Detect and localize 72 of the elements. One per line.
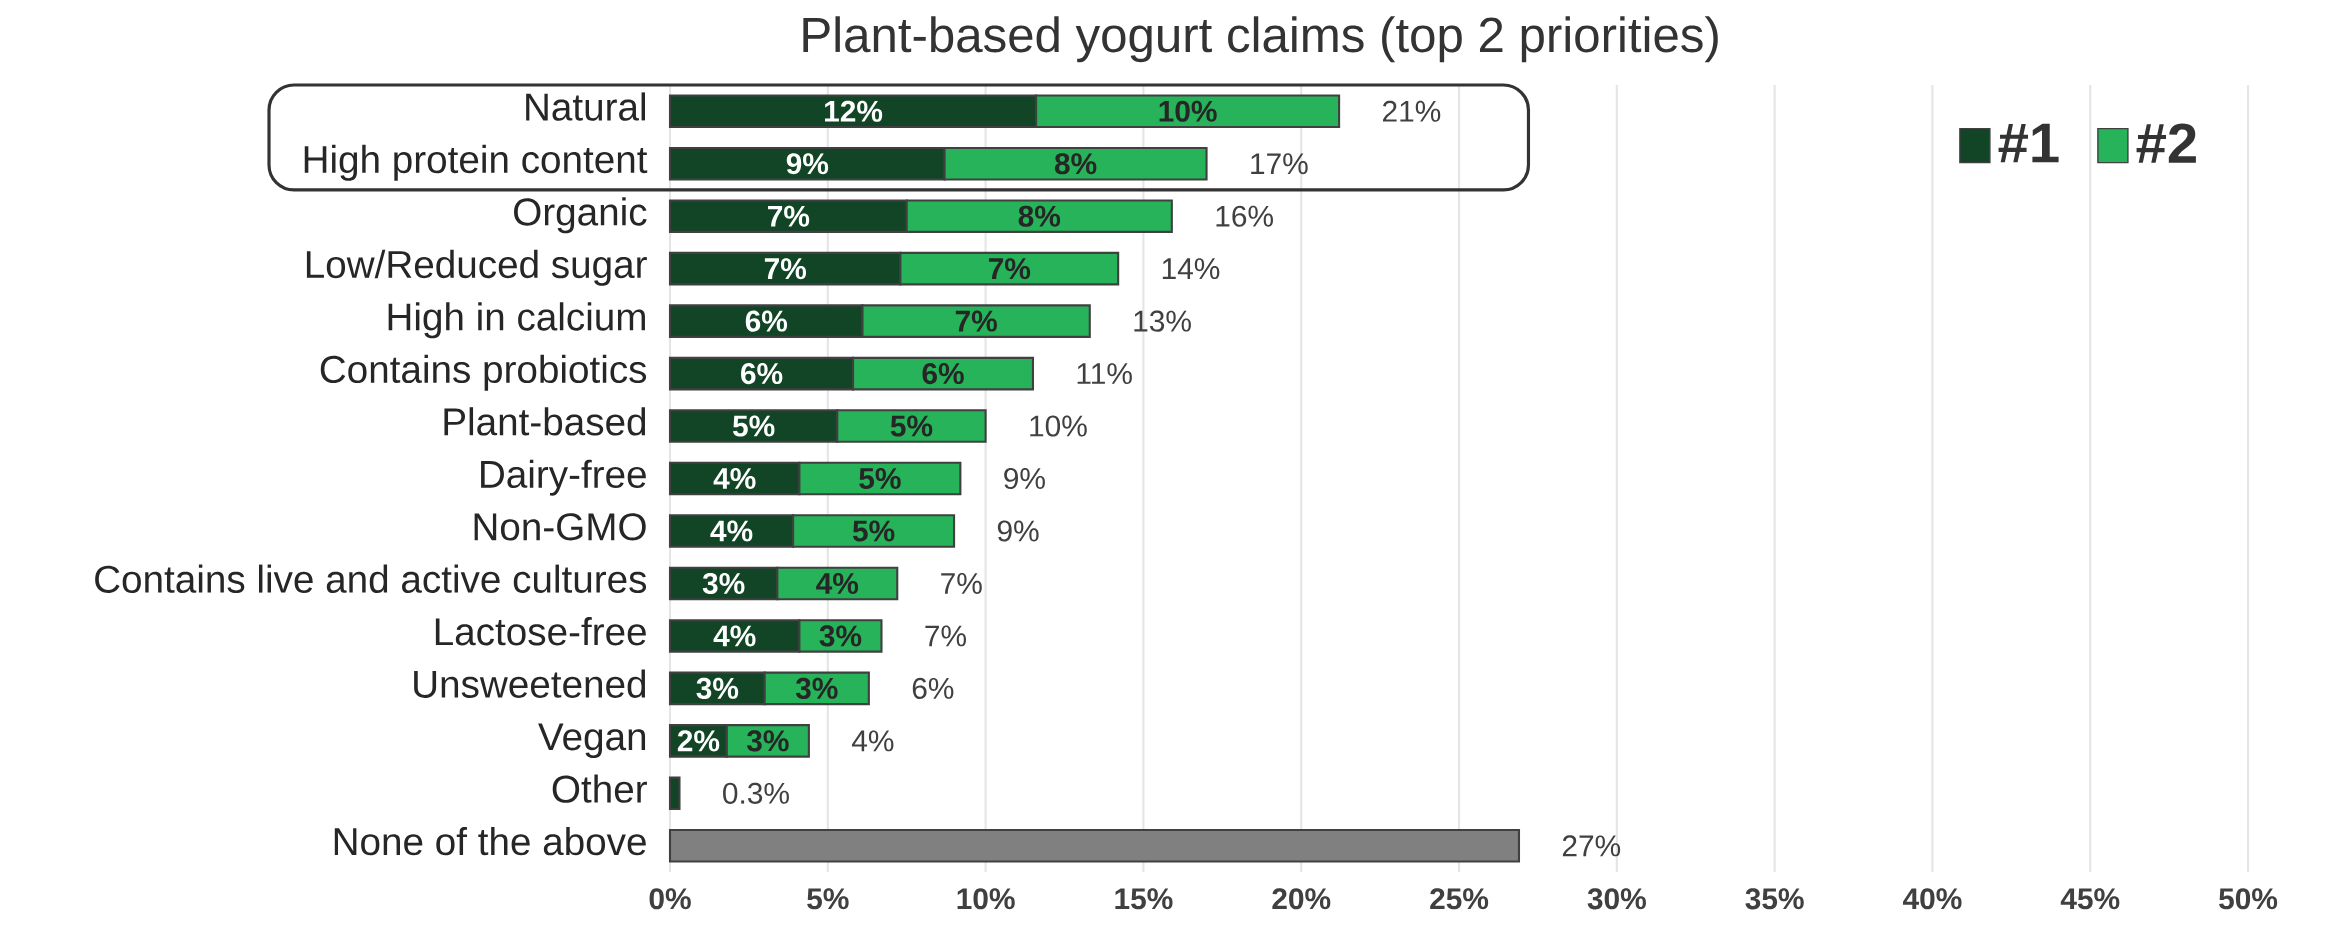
data-label: 3% bbox=[702, 572, 745, 595]
y-tick-label: High protein content bbox=[304, 144, 648, 181]
data-label: 6% bbox=[922, 363, 964, 385]
total-label: 9% bbox=[1004, 467, 1045, 490]
data-label: 7% bbox=[764, 258, 807, 280]
total-label: 0.3% bbox=[723, 782, 789, 804]
data-label: 5% bbox=[859, 467, 901, 490]
total-label: 27% bbox=[1562, 835, 1621, 857]
data-label: 3% bbox=[819, 625, 862, 647]
y-tick-label: Contains live and active cultures bbox=[95, 564, 647, 593]
data-label: 4% bbox=[713, 468, 756, 490]
total-label: 17% bbox=[1251, 153, 1308, 175]
total-label: 7% bbox=[925, 625, 967, 647]
x-tick-label: 45% bbox=[2060, 888, 2120, 910]
total-label: 11% bbox=[1077, 363, 1132, 385]
x-tick-label: 20% bbox=[1272, 888, 1331, 910]
y-tick-label: Organic bbox=[514, 197, 647, 234]
total-label: 10% bbox=[1030, 415, 1087, 437]
total-label: 14% bbox=[1162, 258, 1220, 280]
data-label: 8% bbox=[1054, 153, 1097, 175]
data-label: 10% bbox=[1159, 100, 1217, 122]
x-tick-label: 25% bbox=[1430, 888, 1489, 910]
total-label: 9% bbox=[997, 520, 1039, 542]
y-tick-label: Vegan bbox=[538, 723, 646, 758]
total-label: 13% bbox=[1134, 310, 1191, 332]
y-tick-label: Dairy-free bbox=[481, 459, 646, 496]
data-label: 7% bbox=[768, 205, 810, 227]
x-tick-label: 35% bbox=[1745, 888, 1804, 910]
bar bbox=[668, 828, 1521, 863]
data-label: 4% bbox=[710, 520, 753, 542]
data-label: 4% bbox=[816, 572, 859, 594]
total-label: 21% bbox=[1383, 100, 1441, 122]
y-tick-label: Plant-based bbox=[444, 407, 646, 436]
data-label: 5% bbox=[852, 520, 895, 542]
legend-label: #1 bbox=[1998, 123, 2059, 163]
data-label: 6% bbox=[745, 310, 788, 332]
x-tick-label: 5% bbox=[807, 888, 849, 910]
y-tick-label: None of the above bbox=[334, 826, 646, 856]
x-tick-label: 30% bbox=[1587, 888, 1646, 910]
x-tick-label: 0% bbox=[649, 888, 691, 910]
total-label: 16% bbox=[1216, 205, 1273, 227]
total-label: 7% bbox=[941, 573, 982, 594]
data-label: 3% bbox=[696, 677, 739, 699]
y-tick-label: High in calcium bbox=[388, 302, 645, 339]
data-label: 4% bbox=[713, 625, 756, 647]
data-label: 9% bbox=[786, 153, 829, 175]
data-label: 5% bbox=[890, 415, 933, 437]
y-tick-label: Natural bbox=[526, 92, 645, 121]
total-label: 4% bbox=[851, 730, 894, 752]
total-label: 6% bbox=[912, 677, 954, 699]
data-label: 6% bbox=[741, 363, 783, 385]
data-label: 3% bbox=[795, 677, 838, 699]
x-tick-label: 15% bbox=[1115, 888, 1173, 910]
data-label: 2% bbox=[677, 730, 720, 752]
data-label: 8% bbox=[1018, 205, 1061, 227]
y-tick-label: Lactose-free bbox=[435, 617, 646, 646]
y-tick-label: Non-GMO bbox=[474, 513, 646, 541]
legend-label: #2 bbox=[2136, 123, 2196, 163]
x-tick-label: 50% bbox=[2219, 888, 2278, 910]
x-tick-label: 40% bbox=[1902, 888, 1962, 910]
y-tick-label: Low/Reduced sugar bbox=[306, 249, 647, 286]
y-tick-label: Other bbox=[552, 774, 647, 803]
chart-title: Plant-based yogurt claims (top 2 priorities) bbox=[803, 16, 1718, 63]
data-label: 7% bbox=[988, 258, 1031, 280]
data-label: 7% bbox=[955, 310, 997, 332]
x-tick-label: 10% bbox=[957, 888, 1015, 910]
bar bbox=[668, 776, 681, 811]
y-tick-label: Contains probiotics bbox=[320, 354, 647, 391]
y-tick-label: Unsweetened bbox=[414, 669, 646, 698]
data-label: 3% bbox=[746, 730, 789, 752]
data-label: 12% bbox=[825, 100, 883, 122]
data-label: 5% bbox=[732, 415, 775, 437]
